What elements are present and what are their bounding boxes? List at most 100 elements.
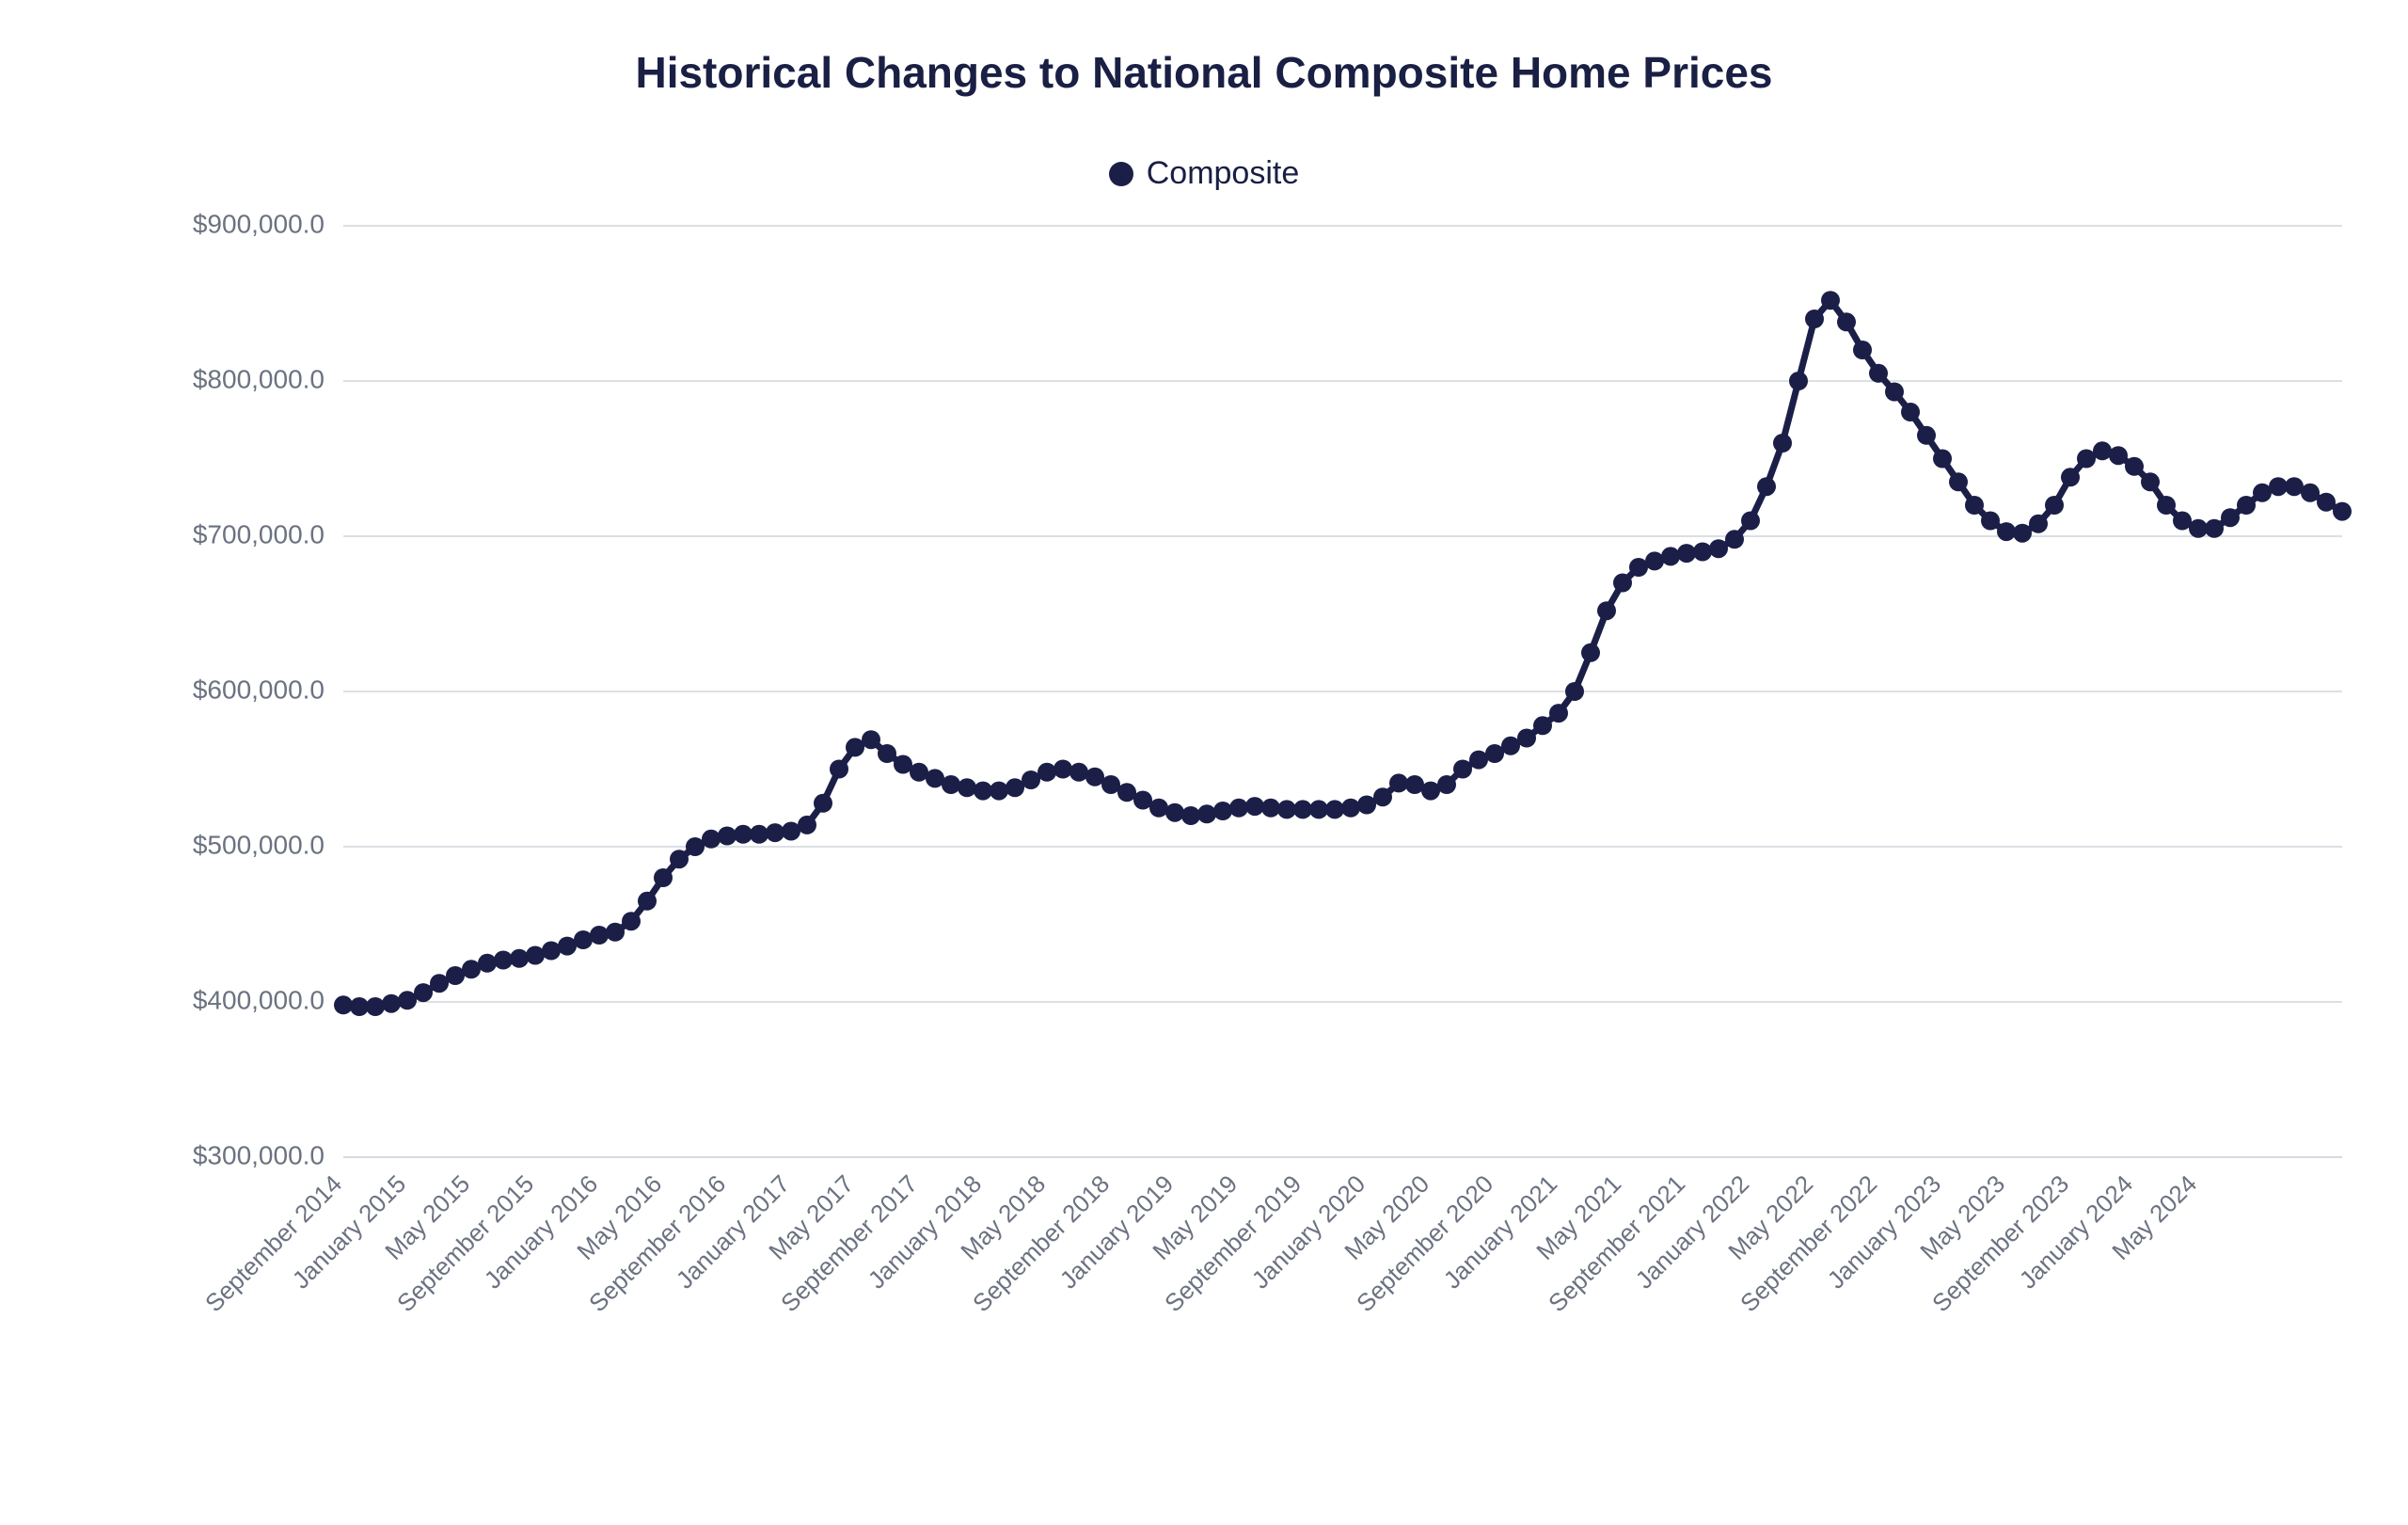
data-point (398, 991, 417, 1009)
data-point (1421, 782, 1440, 801)
data-point (1437, 775, 1456, 794)
data-point (2157, 496, 2176, 515)
data-point (1181, 806, 1200, 825)
data-point (2093, 441, 2112, 460)
data-point (2045, 496, 2064, 515)
data-point (1229, 799, 1248, 818)
data-point (1341, 799, 1360, 818)
data-point (1213, 802, 1232, 820)
data-point (1517, 729, 1536, 748)
data-point (1022, 770, 1040, 789)
data-point (878, 744, 896, 763)
data-point (2285, 477, 2304, 496)
data-point (2253, 484, 2272, 502)
data-point (1933, 450, 1952, 469)
data-point (574, 930, 593, 949)
y-tick-label: $500,000.0 (193, 830, 325, 859)
data-point (334, 995, 353, 1014)
data-point (1693, 543, 1712, 562)
data-point (558, 937, 577, 956)
y-tick-label: $600,000.0 (193, 675, 325, 704)
data-point (638, 892, 657, 911)
data-point (894, 755, 912, 774)
y-tick-label: $900,000.0 (193, 209, 325, 238)
data-point (702, 830, 721, 849)
data-point (1054, 760, 1072, 779)
data-point (718, 827, 737, 846)
data-point (670, 850, 689, 868)
data-point (510, 949, 529, 968)
data-point (2029, 515, 2048, 533)
data-point (2061, 468, 2080, 486)
data-point (1901, 403, 1920, 421)
data-point (366, 997, 385, 1016)
y-tick-label: $300,000.0 (193, 1140, 325, 1169)
data-point (1885, 383, 1904, 402)
data-point (1741, 512, 1760, 531)
data-point (2317, 493, 2336, 512)
data-point (798, 816, 816, 834)
data-point (1149, 799, 1168, 818)
data-point (1965, 496, 1984, 515)
data-point (1389, 773, 1408, 792)
data-point (1869, 364, 1888, 383)
data-point (1501, 737, 1520, 755)
data-point (1597, 601, 1616, 620)
data-point (942, 775, 960, 794)
data-point (526, 946, 545, 965)
data-point (1613, 574, 1632, 593)
data-point (1469, 751, 1488, 770)
data-point (1789, 372, 1808, 390)
data-point (750, 825, 768, 844)
data-point (686, 837, 705, 856)
data-point (1197, 804, 1216, 823)
data-point (1837, 312, 1856, 331)
data-point (2221, 508, 2240, 527)
data-point (1725, 530, 1744, 548)
data-point (1453, 760, 1472, 779)
data-point (1773, 434, 1792, 453)
data-point (1373, 787, 1392, 806)
data-point (446, 966, 465, 985)
data-point (1997, 522, 2016, 541)
data-point (1133, 791, 1152, 810)
data-point (1405, 775, 1424, 794)
data-point (1757, 477, 1776, 496)
data-point (862, 730, 880, 749)
data-point (830, 760, 848, 779)
y-tick-label: $400,000.0 (193, 985, 325, 1014)
chart-container: Historical Changes to National Composite… (0, 0, 2408, 1525)
data-point (1165, 803, 1184, 822)
data-point (606, 923, 625, 942)
data-point (766, 823, 784, 842)
data-point (910, 763, 928, 782)
data-point (1069, 763, 1088, 782)
data-point (1006, 778, 1024, 797)
data-point (1533, 716, 1552, 735)
data-point (1581, 643, 1600, 662)
chart-plot: $300,000.0 $400,000.0 $500,000.0 $600,000.0… (0, 0, 2408, 1525)
data-point (1038, 763, 1056, 782)
y-tick-label: $800,000.0 (193, 364, 325, 393)
data-point (1709, 539, 1728, 558)
data-point (590, 926, 609, 945)
data-point (622, 912, 641, 930)
data-point (1677, 544, 1696, 563)
data-point (846, 738, 864, 756)
data-point (2205, 519, 2224, 538)
data-point (382, 994, 401, 1013)
data-point (1981, 512, 2000, 531)
data-point (1357, 796, 1376, 815)
data-point (2301, 484, 2320, 502)
data-point (2109, 446, 2128, 465)
data-point (2077, 450, 2096, 469)
data-point (1805, 310, 1824, 328)
data-point (1101, 775, 1120, 794)
data-point (990, 782, 1008, 801)
data-point (414, 983, 433, 1002)
data-point (478, 954, 497, 973)
data-point (958, 778, 976, 797)
data-point (1117, 783, 1136, 802)
data-point (1565, 682, 1584, 701)
data-point (1629, 558, 1648, 577)
